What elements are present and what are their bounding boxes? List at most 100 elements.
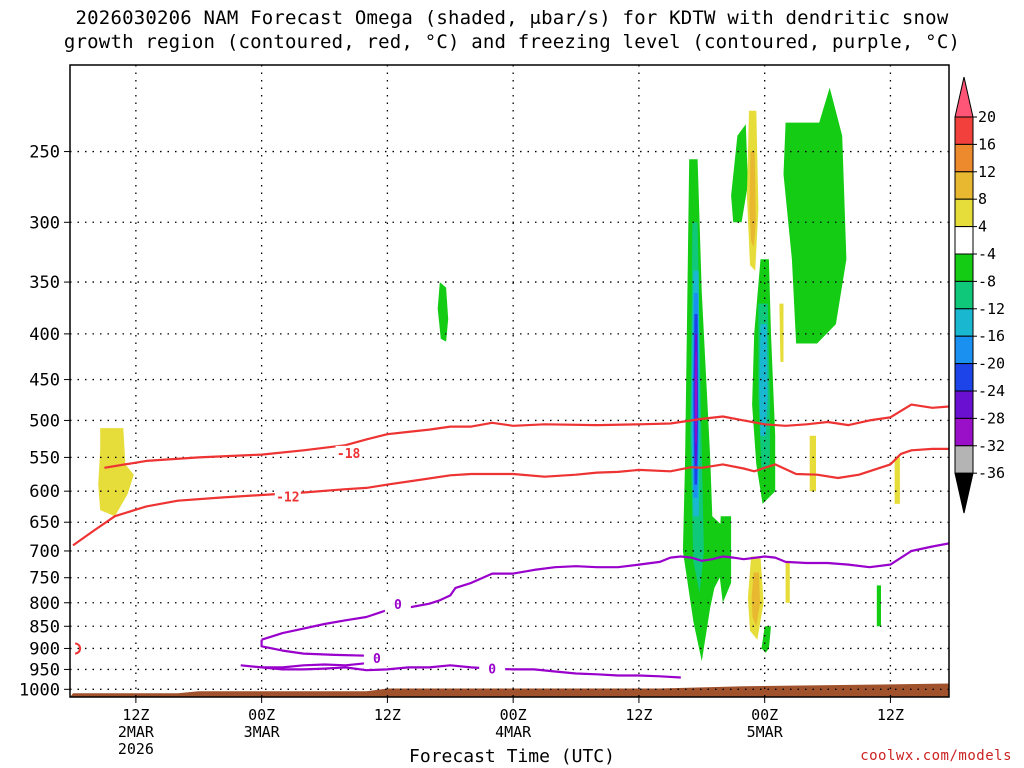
contour-line-1 <box>72 447 949 547</box>
contour-label-bg-0 <box>335 445 362 461</box>
y-tick-label-250: 250 <box>29 143 60 163</box>
y-tick-label-550: 550 <box>29 448 60 468</box>
chart-title-line-2: growth region (contoured, red, °C) and f… <box>63 31 961 53</box>
y-tick-label-950: 950 <box>29 660 60 680</box>
colorbar-swatch-8 <box>954 308 974 337</box>
y-axis: 2503003504004505005506006507007508008509… <box>19 143 70 700</box>
colorbar-label-0: 20 <box>978 108 996 126</box>
y-tick-label-600: 600 <box>29 482 60 502</box>
chart-title-line-1: 2026030206 NAM Forecast Omega (shaded, μ… <box>75 7 949 29</box>
x-tick-label-66-1: 5MAR <box>747 723 784 741</box>
terrain-layer <box>70 683 949 697</box>
y-tick-label-1000: 1000 <box>19 680 60 700</box>
omega-region-23 <box>751 572 760 627</box>
colorbar-label-10: -24 <box>978 382 1005 400</box>
omega-region-21 <box>894 457 900 504</box>
omega-shading-layer <box>98 87 900 662</box>
contour-label-layer: -18 -12 0 0 0 <box>274 445 506 677</box>
gridline-layer <box>70 65 949 697</box>
x-tick-label-42-0: 00Z <box>500 706 527 724</box>
omega-region-1 <box>437 282 449 342</box>
colorbar-swatch-13 <box>954 445 974 474</box>
colorbar-label-1: 16 <box>978 135 996 153</box>
y-tick-label-300: 300 <box>29 213 60 233</box>
colorbar-swatch-10 <box>954 363 974 392</box>
omega-region-24 <box>785 561 790 603</box>
colorbar-top-arrow <box>954 76 974 118</box>
colorbar-label-12: -32 <box>978 437 1005 455</box>
colorbar-label-8: -16 <box>978 327 1005 345</box>
colorbar-label-6: -8 <box>978 272 996 290</box>
omega-region-19 <box>779 303 784 362</box>
y-tick-label-800: 800 <box>29 594 60 614</box>
colorbar-label-13: -36 <box>978 464 1005 482</box>
colorbar-label-3: 8 <box>978 190 987 208</box>
terrain-ground <box>70 683 949 697</box>
x-axis-label: Forecast Time (UTC) <box>409 746 615 767</box>
x-tick-label-6-1: 2MAR <box>118 723 155 741</box>
colorbar-label-2: 12 <box>978 163 996 181</box>
x-tick-label-6-2: 2026 <box>118 740 154 758</box>
colorbar-label-5: -4 <box>978 245 996 263</box>
colorbar-swatch-6 <box>954 253 974 282</box>
contour-line-3 <box>261 542 949 641</box>
colorbar-swatch-9 <box>954 335 974 365</box>
y-tick-label-650: 650 <box>29 513 60 533</box>
x-tick-label-54-0: 12Z <box>625 706 652 724</box>
colorbar-swatch-11 <box>954 390 974 419</box>
colorbar-bottom-arrow <box>954 472 974 514</box>
y-tick-label-750: 750 <box>29 569 60 589</box>
contour-label-3: 0 <box>394 598 402 613</box>
contour-line-0 <box>104 403 949 469</box>
y-tick-label-900: 900 <box>29 639 60 659</box>
colorbar-swatch-4 <box>954 198 974 228</box>
contour-label-4: 0 <box>373 652 381 667</box>
x-tick-label-66-0: 00Z <box>751 706 778 724</box>
colorbar-swatch-1 <box>954 116 974 145</box>
colorbar-swatch-3 <box>954 171 974 200</box>
contour-label-2: 0 <box>488 662 496 677</box>
x-tick-label-18-1: 3MAR <box>244 723 281 741</box>
x-tick-label-18-0: 00Z <box>248 706 275 724</box>
contour-label-bg-4 <box>363 651 390 667</box>
plot-frame <box>69 64 950 698</box>
colorbar-swatch-7 <box>954 280 974 310</box>
omega-region-0 <box>98 428 134 517</box>
y-tick-label-500: 500 <box>29 411 60 431</box>
colorbar-swatch-12 <box>954 417 974 447</box>
contour-label-1: -12 <box>276 491 299 506</box>
omega-region-6 <box>718 516 732 603</box>
contour-label-bg-1 <box>274 489 301 505</box>
contour-fragment-0 <box>74 642 82 655</box>
colorbar: 20 16 12 8 4 -4 -8 -12 -16 -20 -24 -28 -32 -36 <box>954 76 1005 514</box>
colorbar-label-7: -12 <box>978 300 1005 318</box>
x-tick-label-6-0: 12Z <box>122 706 149 724</box>
omega-region-5 <box>783 87 847 344</box>
colorbar-swatch-2 <box>954 143 974 173</box>
x-tick-label-78-0: 12Z <box>877 706 904 724</box>
colorbar-label-4: 4 <box>978 218 987 236</box>
omega-region-20 <box>809 435 816 492</box>
contour-label-bg-2 <box>479 661 506 677</box>
x-tick-label-30-0: 12Z <box>374 706 401 724</box>
y-tick-label-400: 400 <box>29 325 60 345</box>
contour-label-0: -18 <box>337 447 361 462</box>
omega-region-3 <box>731 124 748 223</box>
colorbar-label-11: -28 <box>978 409 1005 427</box>
site-credit: coolwx.com/models <box>860 748 1012 764</box>
omega-region-7 <box>761 626 771 653</box>
omega-region-12 <box>759 324 768 436</box>
colorbar-swatch-5 <box>954 226 974 255</box>
omega-region-18 <box>749 151 756 248</box>
contour-layer <box>72 403 949 679</box>
x-tick-label-42-1: 4MAR <box>495 723 532 741</box>
contour-label-bg-3 <box>384 597 411 613</box>
y-tick-label-350: 350 <box>29 273 60 293</box>
contour-line-2 <box>240 664 681 679</box>
y-tick-label-450: 450 <box>29 371 60 391</box>
colorbar-label-9: -20 <box>978 355 1005 373</box>
y-tick-label-850: 850 <box>29 617 60 637</box>
y-tick-label-700: 700 <box>29 542 60 562</box>
